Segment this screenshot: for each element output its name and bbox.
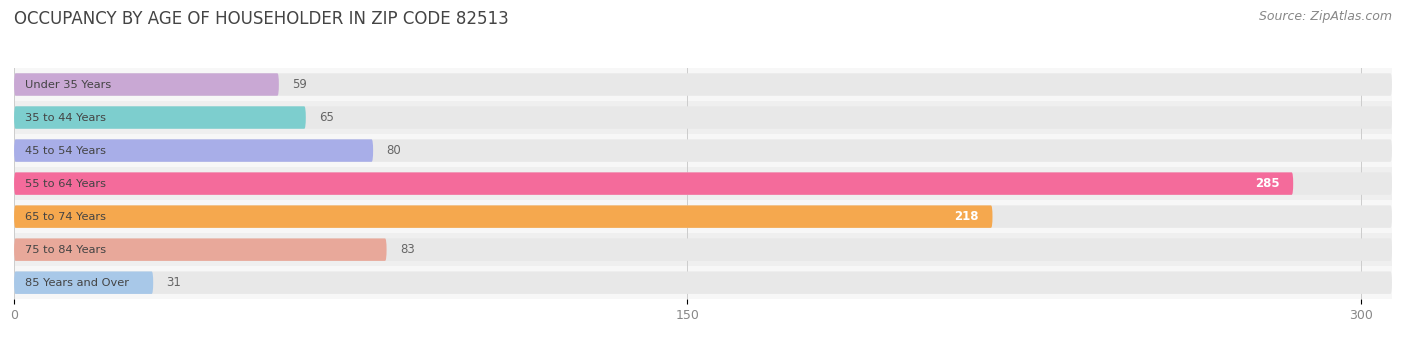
FancyBboxPatch shape [14,106,1392,129]
FancyBboxPatch shape [14,172,1392,195]
Text: 83: 83 [401,243,415,256]
FancyBboxPatch shape [14,205,993,228]
Text: Source: ZipAtlas.com: Source: ZipAtlas.com [1258,10,1392,23]
FancyBboxPatch shape [14,73,1392,96]
Text: 218: 218 [955,210,979,223]
FancyBboxPatch shape [14,172,1294,195]
Bar [14,233,1392,266]
Bar [14,266,1392,299]
Text: 285: 285 [1256,177,1279,190]
FancyBboxPatch shape [14,139,1392,162]
Bar [14,68,1392,101]
Text: 59: 59 [292,78,307,91]
Text: 75 to 84 Years: 75 to 84 Years [25,245,107,255]
Text: Under 35 Years: Under 35 Years [25,80,111,89]
FancyBboxPatch shape [14,271,1392,294]
Text: OCCUPANCY BY AGE OF HOUSEHOLDER IN ZIP CODE 82513: OCCUPANCY BY AGE OF HOUSEHOLDER IN ZIP C… [14,10,509,28]
Text: 85 Years and Over: 85 Years and Over [25,278,129,288]
Bar [14,101,1392,134]
Bar [14,134,1392,167]
Text: 55 to 64 Years: 55 to 64 Years [25,178,107,189]
Text: 80: 80 [387,144,401,157]
Text: 45 to 54 Years: 45 to 54 Years [25,146,107,156]
Text: 35 to 44 Years: 35 to 44 Years [25,113,107,122]
Text: 31: 31 [167,276,181,289]
Bar [14,200,1392,233]
Text: 65 to 74 Years: 65 to 74 Years [25,211,107,222]
FancyBboxPatch shape [14,73,278,96]
Text: 65: 65 [319,111,335,124]
FancyBboxPatch shape [14,205,1392,228]
FancyBboxPatch shape [14,238,1392,261]
FancyBboxPatch shape [14,271,153,294]
FancyBboxPatch shape [14,139,373,162]
Bar [14,167,1392,200]
FancyBboxPatch shape [14,238,387,261]
FancyBboxPatch shape [14,106,305,129]
